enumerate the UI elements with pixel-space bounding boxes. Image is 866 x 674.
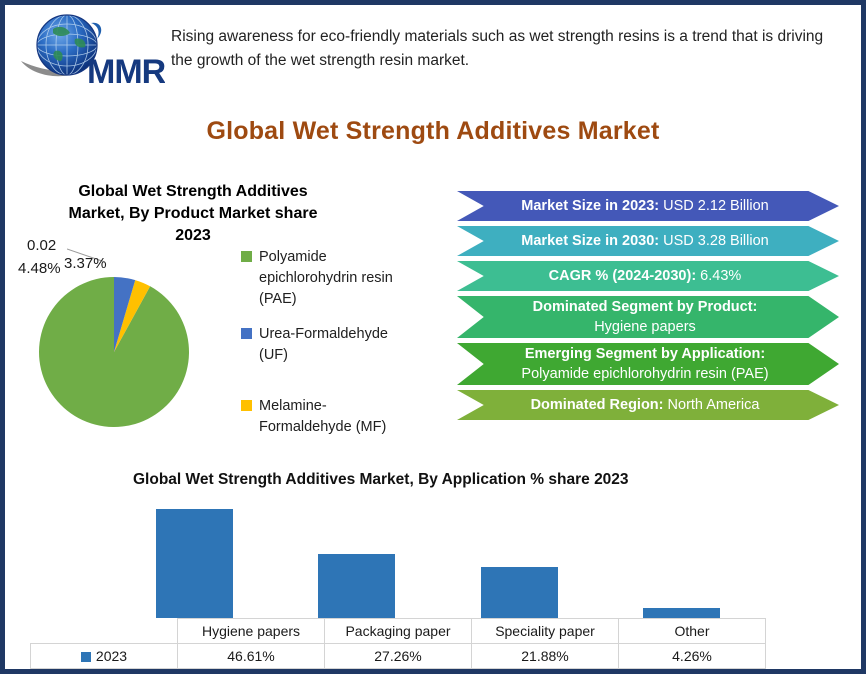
key-fact-value: USD 2.12 Billion [659,198,769,214]
header-tagline: Rising awareness for eco-friendly materi… [171,28,824,69]
key-fact-banner: Market Size in 2030: USD 3.28 Billion [457,226,839,256]
table-row-header: Hygiene papers Packaging paper Specialit… [31,618,766,644]
pie-chart-title-line2: Market, By Product Market share [68,205,318,222]
bar [643,608,721,618]
table-series-label: 2023 [95,648,128,664]
pie-legend-label-mf: Melamine- Formaldehyde (MF) [259,396,386,438]
key-fact-value: 6.43% [696,268,742,284]
globe-icon: MMR [21,14,167,91]
table-value-1: 27.26% [324,643,472,669]
key-facts-banners: Market Size in 2023: USD 2.12 Billion Mar… [457,191,839,425]
key-fact-label: CAGR % (2024-2030): [548,268,697,284]
pie-chart [19,277,209,427]
pie-chart-title-line1: Global Wet Strength Additives [78,183,308,200]
key-fact-banner: Emerging Segment by Application: Polyamid… [457,343,839,385]
legend-swatch-uf [241,328,252,339]
page-title: Global Wet Strength Additives Market [206,117,660,145]
bar-chart-data-table: Hygiene papers Packaging paper Specialit… [30,618,766,669]
table-value-2: 21.88% [471,643,619,669]
key-fact-label: Market Size in 2023: [521,198,660,214]
key-fact-label: Dominated Segment by Product: [532,299,758,315]
key-fact-value: North America [663,397,760,413]
legend-mf-line2: Formaldehyde (MF) [259,419,387,435]
svg-text:MMR: MMR [87,53,165,89]
legend-pae-line1: Polyamide [259,249,327,265]
pie-legend-item-mf: Melamine- Formaldehyde (MF) [241,396,441,438]
bar [480,567,558,618]
pie-chart-svg [39,277,190,427]
table-corner-cell [31,619,178,644]
legend-swatch-pae [241,251,252,262]
table-row-values: 2023 46.61% 27.26% 21.88% 4.26% [30,643,766,669]
table-series-key: 2023 [30,643,178,669]
bar-column [155,509,233,618]
legend-pae-line3: (PAE) [259,291,297,307]
pie-legend: Polyamide epichlorohydrin resin (PAE) Ur… [241,247,441,452]
pie-chart-title-line3: 2023 [175,227,211,244]
pie-legend-label-uf: Urea-Formaldehyde (UF) [259,324,388,366]
pie-leader-line [67,248,106,263]
bar-column [480,567,558,618]
series-swatch-icon [80,652,91,662]
pie-chart-title: Global Wet Strength Additives Market, By… [23,181,363,247]
pie-slice-label-mf: 3.37% [64,255,107,272]
key-fact-label: Market Size in 2030: [521,233,660,249]
bar-chart [113,501,763,618]
bar-column [643,608,721,618]
legend-uf-line2: (UF) [259,347,288,363]
pie-slice [39,277,190,427]
key-fact-value: USD 3.28 Billion [659,233,769,249]
key-fact-banner: Dominated Region: North America [457,390,839,420]
key-fact-label: Dominated Region: [530,397,664,413]
key-fact-value: Hygiene papers [594,319,696,335]
key-fact-banner: CAGR % (2024-2030): 6.43% [457,261,839,291]
pie-slice-label-uf: 4.48% [18,260,61,277]
pie-slice [114,280,151,352]
table-value-0: 46.61% [177,643,325,669]
legend-pae-line2: epichlorohydrin resin [259,270,393,286]
key-fact-banner: Market Size in 2023: USD 2.12 Billion [457,191,839,221]
key-fact-value: Polyamide epichlorohydrin resin (PAE) [521,366,769,382]
pie-slice [114,286,151,352]
legend-uf-line1: Urea-Formaldehyde [259,326,388,342]
key-fact-label: Emerging Segment by Application: [524,346,766,362]
bar-chart-title: Global Wet Strength Additives Market, By… [133,471,629,488]
legend-swatch-mf [241,400,252,411]
table-value-3: 4.26% [618,643,766,669]
header: MMR Rising awareness for eco-friendly ma… [5,5,861,93]
pie-slice [114,277,136,352]
table-header-cat-3: Other [618,618,766,644]
bar [318,554,396,618]
pie-legend-label-pae: Polyamide epichlorohydrin resin (PAE) [259,247,393,310]
pie-slice-label-other: 0.02 [27,237,57,254]
bar-column [318,554,396,618]
table-header-cat-0: Hygiene papers [177,618,325,644]
key-fact-banner: Dominated Segment by Product: Hygiene pap… [457,296,839,338]
pie-legend-item-uf: Urea-Formaldehyde (UF) [241,324,441,366]
legend-mf-line1: Melamine- [259,398,327,414]
table-header-cat-1: Packaging paper [324,618,472,644]
bar [155,509,233,618]
pie-legend-item-pae: Polyamide epichlorohydrin resin (PAE) [241,247,441,310]
mmr-logo: MMR [15,9,167,91]
table-header-cat-2: Speciality paper [471,618,619,644]
